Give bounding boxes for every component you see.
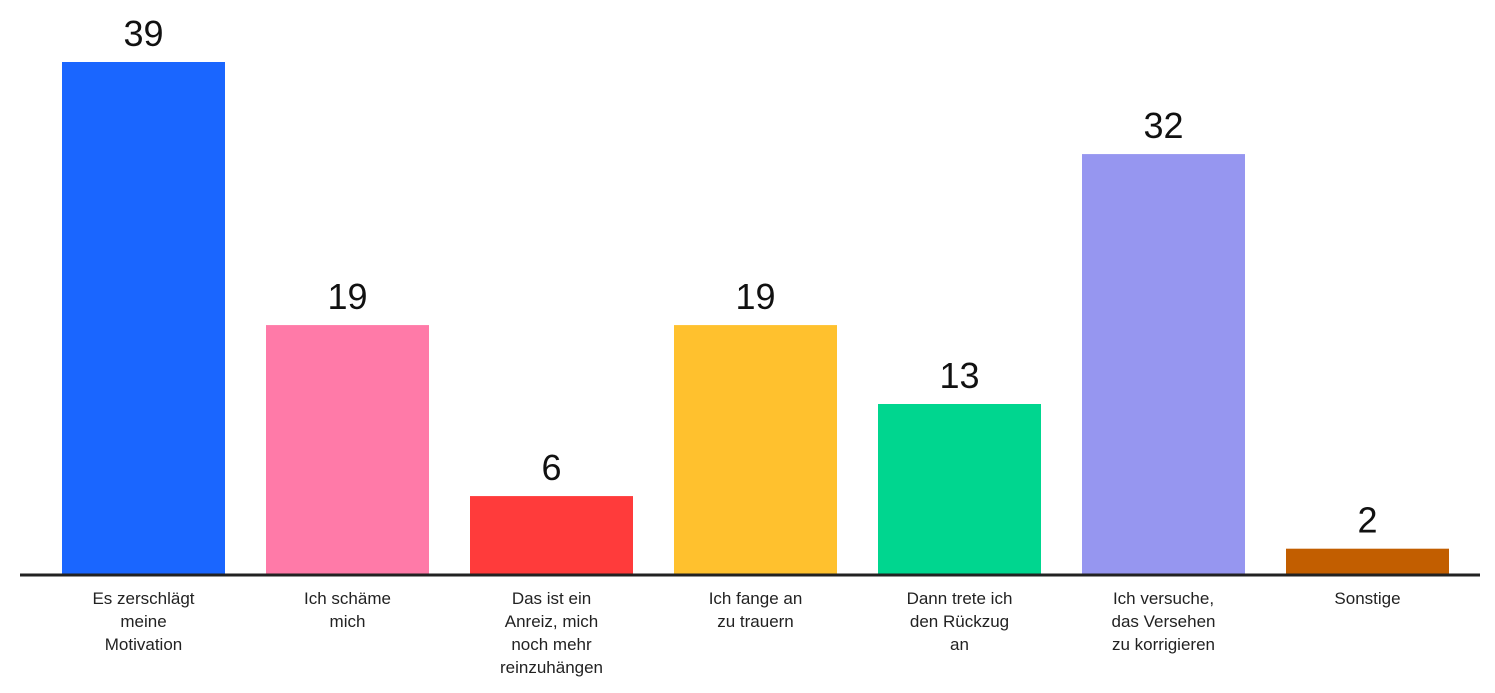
bar-5 (878, 404, 1041, 575)
bar-6 (1082, 154, 1245, 576)
category-label-line: den Rückzug (910, 612, 1009, 631)
category-label-3: Das ist ein Anreiz, mich noch mehr reinzuhä… (500, 589, 603, 677)
category-label-line: zu korrigieren (1112, 635, 1215, 654)
value-label-5: 13 (939, 355, 979, 396)
category-label-line: an (950, 635, 969, 654)
category-label-line: Das ist ein (512, 589, 591, 608)
category-label-line: Es zerschlägt (92, 589, 194, 608)
category-label-line: Ich versuche, (1113, 589, 1214, 608)
value-label-2: 19 (327, 276, 367, 317)
value-label-7: 2 (1357, 500, 1377, 541)
bar-7 (1286, 548, 1449, 575)
value-label-3: 6 (541, 447, 561, 488)
category-label-line: mich (330, 612, 366, 631)
category-label-line: Dann trete ich (907, 589, 1013, 608)
bar-4 (674, 325, 837, 575)
value-label-1: 39 (123, 13, 163, 54)
category-label-4: Ich fange an zu trauern (709, 589, 803, 631)
category-label-line: meine (120, 612, 166, 631)
category-label-line: noch mehr (511, 635, 592, 654)
category-label-line: reinzuhängen (500, 658, 603, 677)
value-label-4: 19 (735, 276, 775, 317)
category-label-2: Ich schäme mich (304, 589, 391, 631)
category-label-line: zu trauern (717, 612, 794, 631)
category-labels-group: Es zerschlägt meine Motivation Ich schäme mi… (92, 589, 1400, 677)
bar-2 (266, 325, 429, 575)
category-label-line: Motivation (105, 635, 182, 654)
value-labels-group: 39 19 6 19 13 32 2 (123, 13, 1377, 541)
category-label-7: Sonstige (1334, 589, 1400, 608)
category-label-1: Es zerschlägt meine Motivation (92, 589, 194, 654)
bars-group (62, 62, 1449, 576)
category-label-5: Dann trete ich den Rückzug an (907, 589, 1013, 654)
category-label-line: Anreiz, mich (505, 612, 599, 631)
category-label-6: Ich versuche, das Versehen zu korrigieren (1112, 589, 1216, 654)
category-label-line: Ich schäme (304, 589, 391, 608)
category-label-line: das Versehen (1112, 612, 1216, 631)
value-label-6: 32 (1143, 105, 1183, 146)
category-label-line: Ich fange an (709, 589, 803, 608)
category-label-line: Sonstige (1334, 589, 1400, 608)
bar-1 (62, 62, 225, 575)
bar-3 (470, 496, 633, 575)
